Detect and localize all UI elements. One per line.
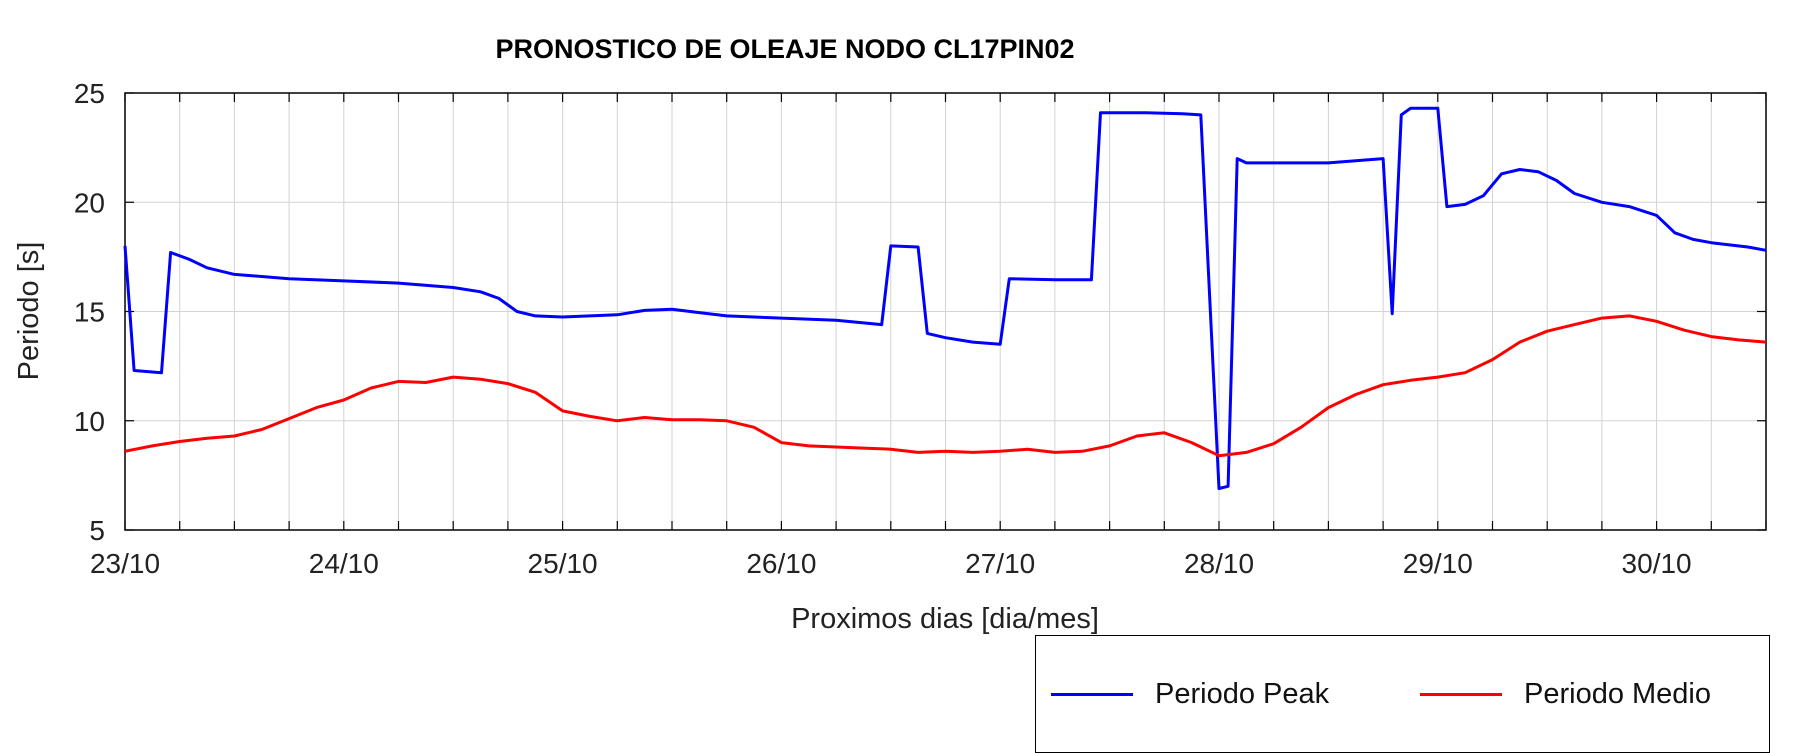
x-tick-label: 30/10 [1622, 548, 1692, 579]
legend-swatch-medio [1420, 692, 1502, 696]
y-tick-label: 15 [74, 297, 105, 328]
legend-swatch-peak [1051, 692, 1133, 696]
x-tick-label: 28/10 [1184, 548, 1254, 579]
legend: Periodo Peak Periodo Medio [1035, 635, 1770, 753]
x-tick-label: 29/10 [1403, 548, 1473, 579]
y-tick-label: 5 [89, 515, 105, 546]
y-tick-labels: 5 10 15 20 25 [74, 78, 105, 546]
x-tick-label: 24/10 [309, 548, 379, 579]
grid-lines [124, 92, 1767, 531]
x-tick-label: 25/10 [528, 548, 598, 579]
x-tick-label: 27/10 [965, 548, 1035, 579]
legend-label-medio: Periodo Medio [1524, 677, 1711, 710]
y-tick-label: 20 [74, 187, 105, 218]
series-line-periodo-medio [124, 314, 1767, 458]
x-tick-label: 26/10 [746, 548, 816, 579]
x-axis-label: Proximos dias [dia/mes] [791, 603, 1099, 635]
x-tick-labels: 23/10 24/10 25/10 26/10 27/10 28/10 29/10 30/10 [90, 548, 1692, 579]
axis-ticks [124, 92, 1767, 531]
legend-item-medio: Periodo Medio [1420, 636, 1711, 752]
series-line-periodo-peak [123, 106, 1767, 490]
y-tick-label: 10 [74, 406, 105, 437]
y-tick-label: 25 [74, 78, 105, 109]
legend-item-peak: Periodo Peak [1051, 636, 1329, 752]
series-lines [123, 106, 1767, 490]
chart-title: PRONOSTICO DE OLEAJE NODO CL17PIN02 [495, 34, 1074, 64]
legend-label-peak: Periodo Peak [1155, 677, 1330, 710]
x-tick-label: 23/10 [90, 548, 160, 579]
y-axis-label: Periodo [s] [13, 242, 45, 381]
